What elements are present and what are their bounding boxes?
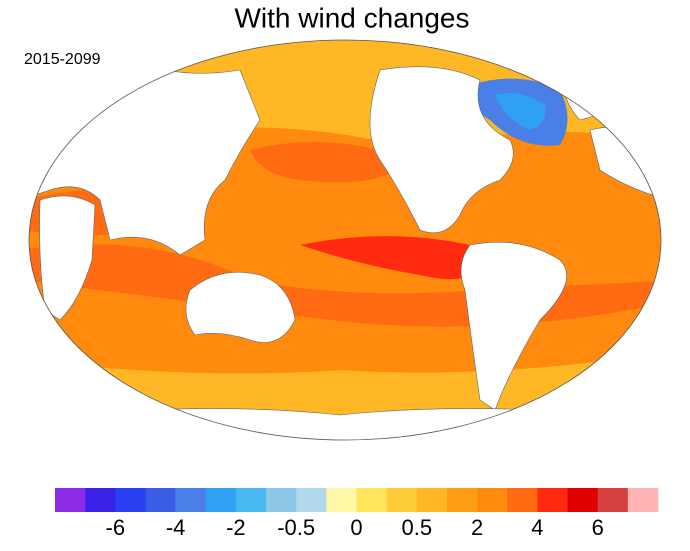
colorbar-box: [507, 488, 538, 512]
colorbar-box: [55, 488, 86, 512]
land: [369, 66, 514, 234]
colorbar-box: [175, 488, 207, 512]
subtitle: 2015-2099: [24, 51, 101, 68]
colorbar-label: 4: [531, 515, 543, 540]
colorbar-label: 2: [471, 515, 483, 540]
colorbar-box: [296, 488, 327, 512]
map-border: [28, 39, 662, 441]
colorbar: -6 -4 -2 -0.5 0 0.5 2 4 6: [55, 488, 659, 540]
colorbar-box: [597, 488, 629, 512]
colorbar-box: [115, 488, 146, 512]
colorbar-box: [567, 488, 598, 512]
colorbar-box: [627, 488, 659, 512]
land: [29, 408, 661, 440]
map: [29, 40, 661, 440]
zone-hot: [300, 236, 490, 280]
colorbar-box: [537, 488, 568, 512]
colorbar-box: [266, 488, 297, 512]
land: [460, 241, 567, 411]
colorbar-label: -4: [166, 515, 186, 540]
colorbar-box: [85, 488, 116, 512]
colorbar-label: 6: [592, 515, 604, 540]
colorbar-label: 0: [350, 515, 362, 540]
colorbar-label: 0.5: [402, 515, 433, 540]
colorbar-box: [205, 488, 237, 512]
colorbar-box: [386, 488, 418, 512]
colorbar-label: -6: [106, 515, 126, 540]
colorbar-box: [145, 488, 176, 512]
colorbar-box: [477, 488, 508, 512]
colorbar-box: [416, 488, 448, 512]
land: [39, 195, 96, 321]
land: [185, 271, 296, 343]
cold-patch: [495, 92, 546, 130]
zone-band: [250, 142, 410, 183]
colorbar-box: [326, 488, 357, 512]
colorbar-box: [235, 488, 267, 512]
colorbar-label: -0.5: [277, 515, 315, 540]
colorbar-box: [356, 488, 387, 512]
title: With wind changes: [234, 2, 469, 33]
colorbar-label: -2: [226, 515, 246, 540]
colorbar-box: [446, 488, 478, 512]
